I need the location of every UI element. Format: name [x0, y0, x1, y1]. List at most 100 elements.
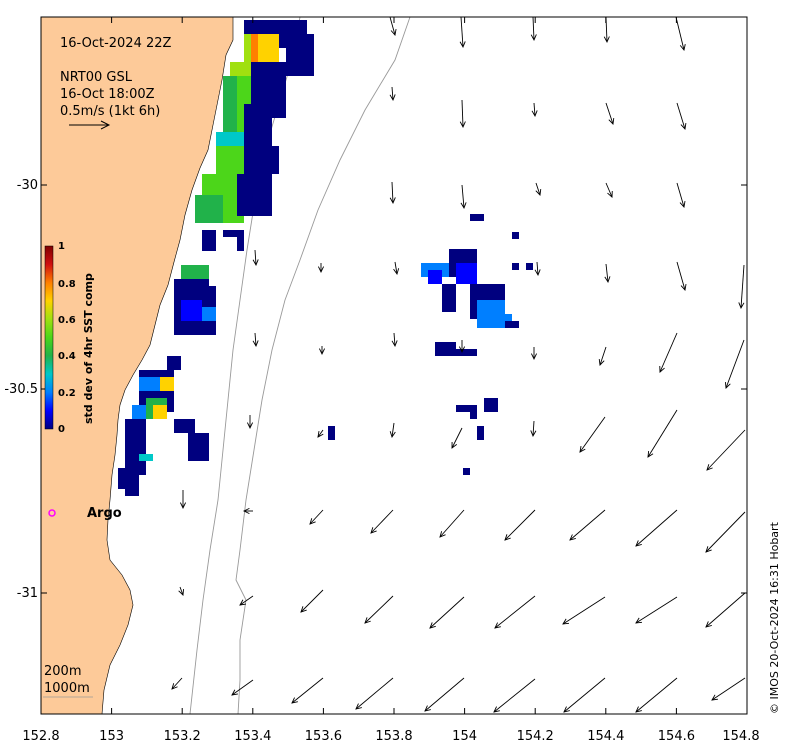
current-arrow	[530, 420, 537, 438]
current-arrow	[562, 596, 606, 625]
sst-pixel	[265, 34, 279, 62]
sst-pixel	[456, 263, 477, 284]
current-arrow	[635, 596, 678, 624]
colorbar-tick: 0.6	[58, 315, 76, 326]
y-tick-label: -30.5	[4, 382, 38, 397]
sst-pixel	[456, 349, 477, 356]
x-tick-label: 154.6	[658, 729, 695, 744]
sst-pixel	[244, 34, 251, 62]
current-arrow	[569, 509, 606, 541]
current-arrow	[605, 182, 613, 198]
isobath-1000m	[235, 16, 411, 715]
sst-pixel	[202, 307, 216, 321]
current-arrow	[530, 347, 538, 361]
sst-pixel	[484, 398, 498, 412]
current-arrow	[389, 16, 397, 36]
y-tick-label: -30	[17, 178, 38, 193]
x-tick-label: 153	[99, 729, 124, 744]
sst-pixel	[160, 377, 174, 391]
colorbar-tick: 1	[58, 241, 65, 252]
current-arrow	[231, 679, 254, 696]
sst-pixel	[223, 230, 244, 237]
x-tick-label: 152.8	[22, 729, 59, 744]
current-arrow	[605, 102, 615, 125]
sst-pixel	[125, 419, 146, 475]
sst-pixel	[512, 232, 519, 239]
credit-text: © IMOS 20-Oct-2024 16:31 Hobart	[768, 521, 781, 714]
colorbar-tick: 0.4	[58, 351, 76, 362]
sst-pixel	[174, 419, 195, 433]
x-tick-label: 154.4	[587, 729, 624, 744]
current-arrow	[647, 409, 678, 458]
product-label: NRT00 GSL	[60, 70, 133, 85]
current-arrow	[309, 509, 324, 525]
sst-pixel	[202, 321, 216, 335]
land-coastline	[40, 16, 234, 715]
current-arrow	[579, 416, 606, 453]
x-tick-label: 154	[452, 729, 477, 744]
current-arrow	[504, 509, 536, 541]
current-arrow	[563, 677, 606, 713]
colorbar-tick: 0.2	[58, 388, 76, 399]
current-arrow	[239, 595, 254, 606]
current-arrow	[531, 102, 538, 118]
current-arrow	[391, 332, 398, 348]
current-arrow	[459, 99, 466, 129]
sst-pixel	[286, 34, 314, 76]
current-arrow	[389, 422, 396, 439]
y-axis: -30 -30.5 -31	[4, 178, 38, 601]
sst-pixel	[188, 433, 209, 461]
current-arrow	[291, 677, 324, 704]
current-arrow	[659, 332, 678, 373]
sst-pixel	[456, 405, 470, 412]
map-datetime: 16-Oct-2024 22Z	[60, 36, 172, 51]
sst-pixel	[428, 270, 442, 284]
current-arrow	[389, 181, 396, 205]
current-arrow	[429, 596, 465, 629]
colorbar-title: std dev of 4hr SST comp	[82, 273, 95, 424]
current-arrow	[424, 677, 465, 712]
current-arrow	[355, 677, 394, 710]
current-arrow	[676, 102, 687, 130]
sst-pixel	[195, 195, 223, 223]
colorbar-tick: 0	[58, 424, 65, 435]
current-arrow	[451, 427, 463, 449]
x-tick-label: 153.2	[164, 729, 201, 744]
current-arrow	[635, 509, 678, 547]
x-tick-label: 153.4	[234, 729, 271, 744]
current-arrow	[534, 261, 541, 277]
current-arrow	[494, 595, 536, 629]
sst-pixel	[470, 405, 477, 419]
scale-arrow	[69, 120, 111, 130]
sst-pixel	[181, 300, 202, 321]
current-arrow	[705, 592, 746, 628]
current-arrow	[738, 264, 745, 310]
sst-pixel	[237, 237, 244, 251]
current-arrow	[318, 346, 326, 356]
current-arrow	[300, 589, 324, 613]
current-arrow	[675, 16, 686, 52]
colorbar: 1 0.8 0.6 0.4 0.2 0 std dev of 4hr SST c…	[44, 241, 95, 435]
sst-pixel	[435, 342, 456, 356]
current-arrow	[598, 346, 607, 366]
x-tick-label: 154.8	[722, 729, 759, 744]
sst-pixel	[167, 356, 181, 370]
sst-pixel	[202, 230, 216, 251]
argo-label: Argo	[87, 506, 122, 521]
current-arrow	[178, 586, 184, 596]
sst-pixel	[181, 265, 209, 279]
current-arrow	[711, 677, 746, 701]
current-arrow	[252, 332, 259, 348]
sst-pixel	[463, 468, 470, 475]
sst-pixel	[258, 146, 279, 174]
sst-pixel	[442, 284, 456, 312]
current-arrow	[725, 339, 745, 389]
current-arrow	[246, 415, 254, 430]
y-tick-label: -31	[17, 586, 38, 601]
current-arrow	[493, 678, 536, 713]
x-tick-label: 154.2	[517, 729, 554, 744]
colorbar-gradient	[44, 245, 54, 430]
current-arrow	[317, 263, 325, 274]
sst-pixel	[328, 426, 335, 440]
sst-pixel	[477, 426, 484, 440]
